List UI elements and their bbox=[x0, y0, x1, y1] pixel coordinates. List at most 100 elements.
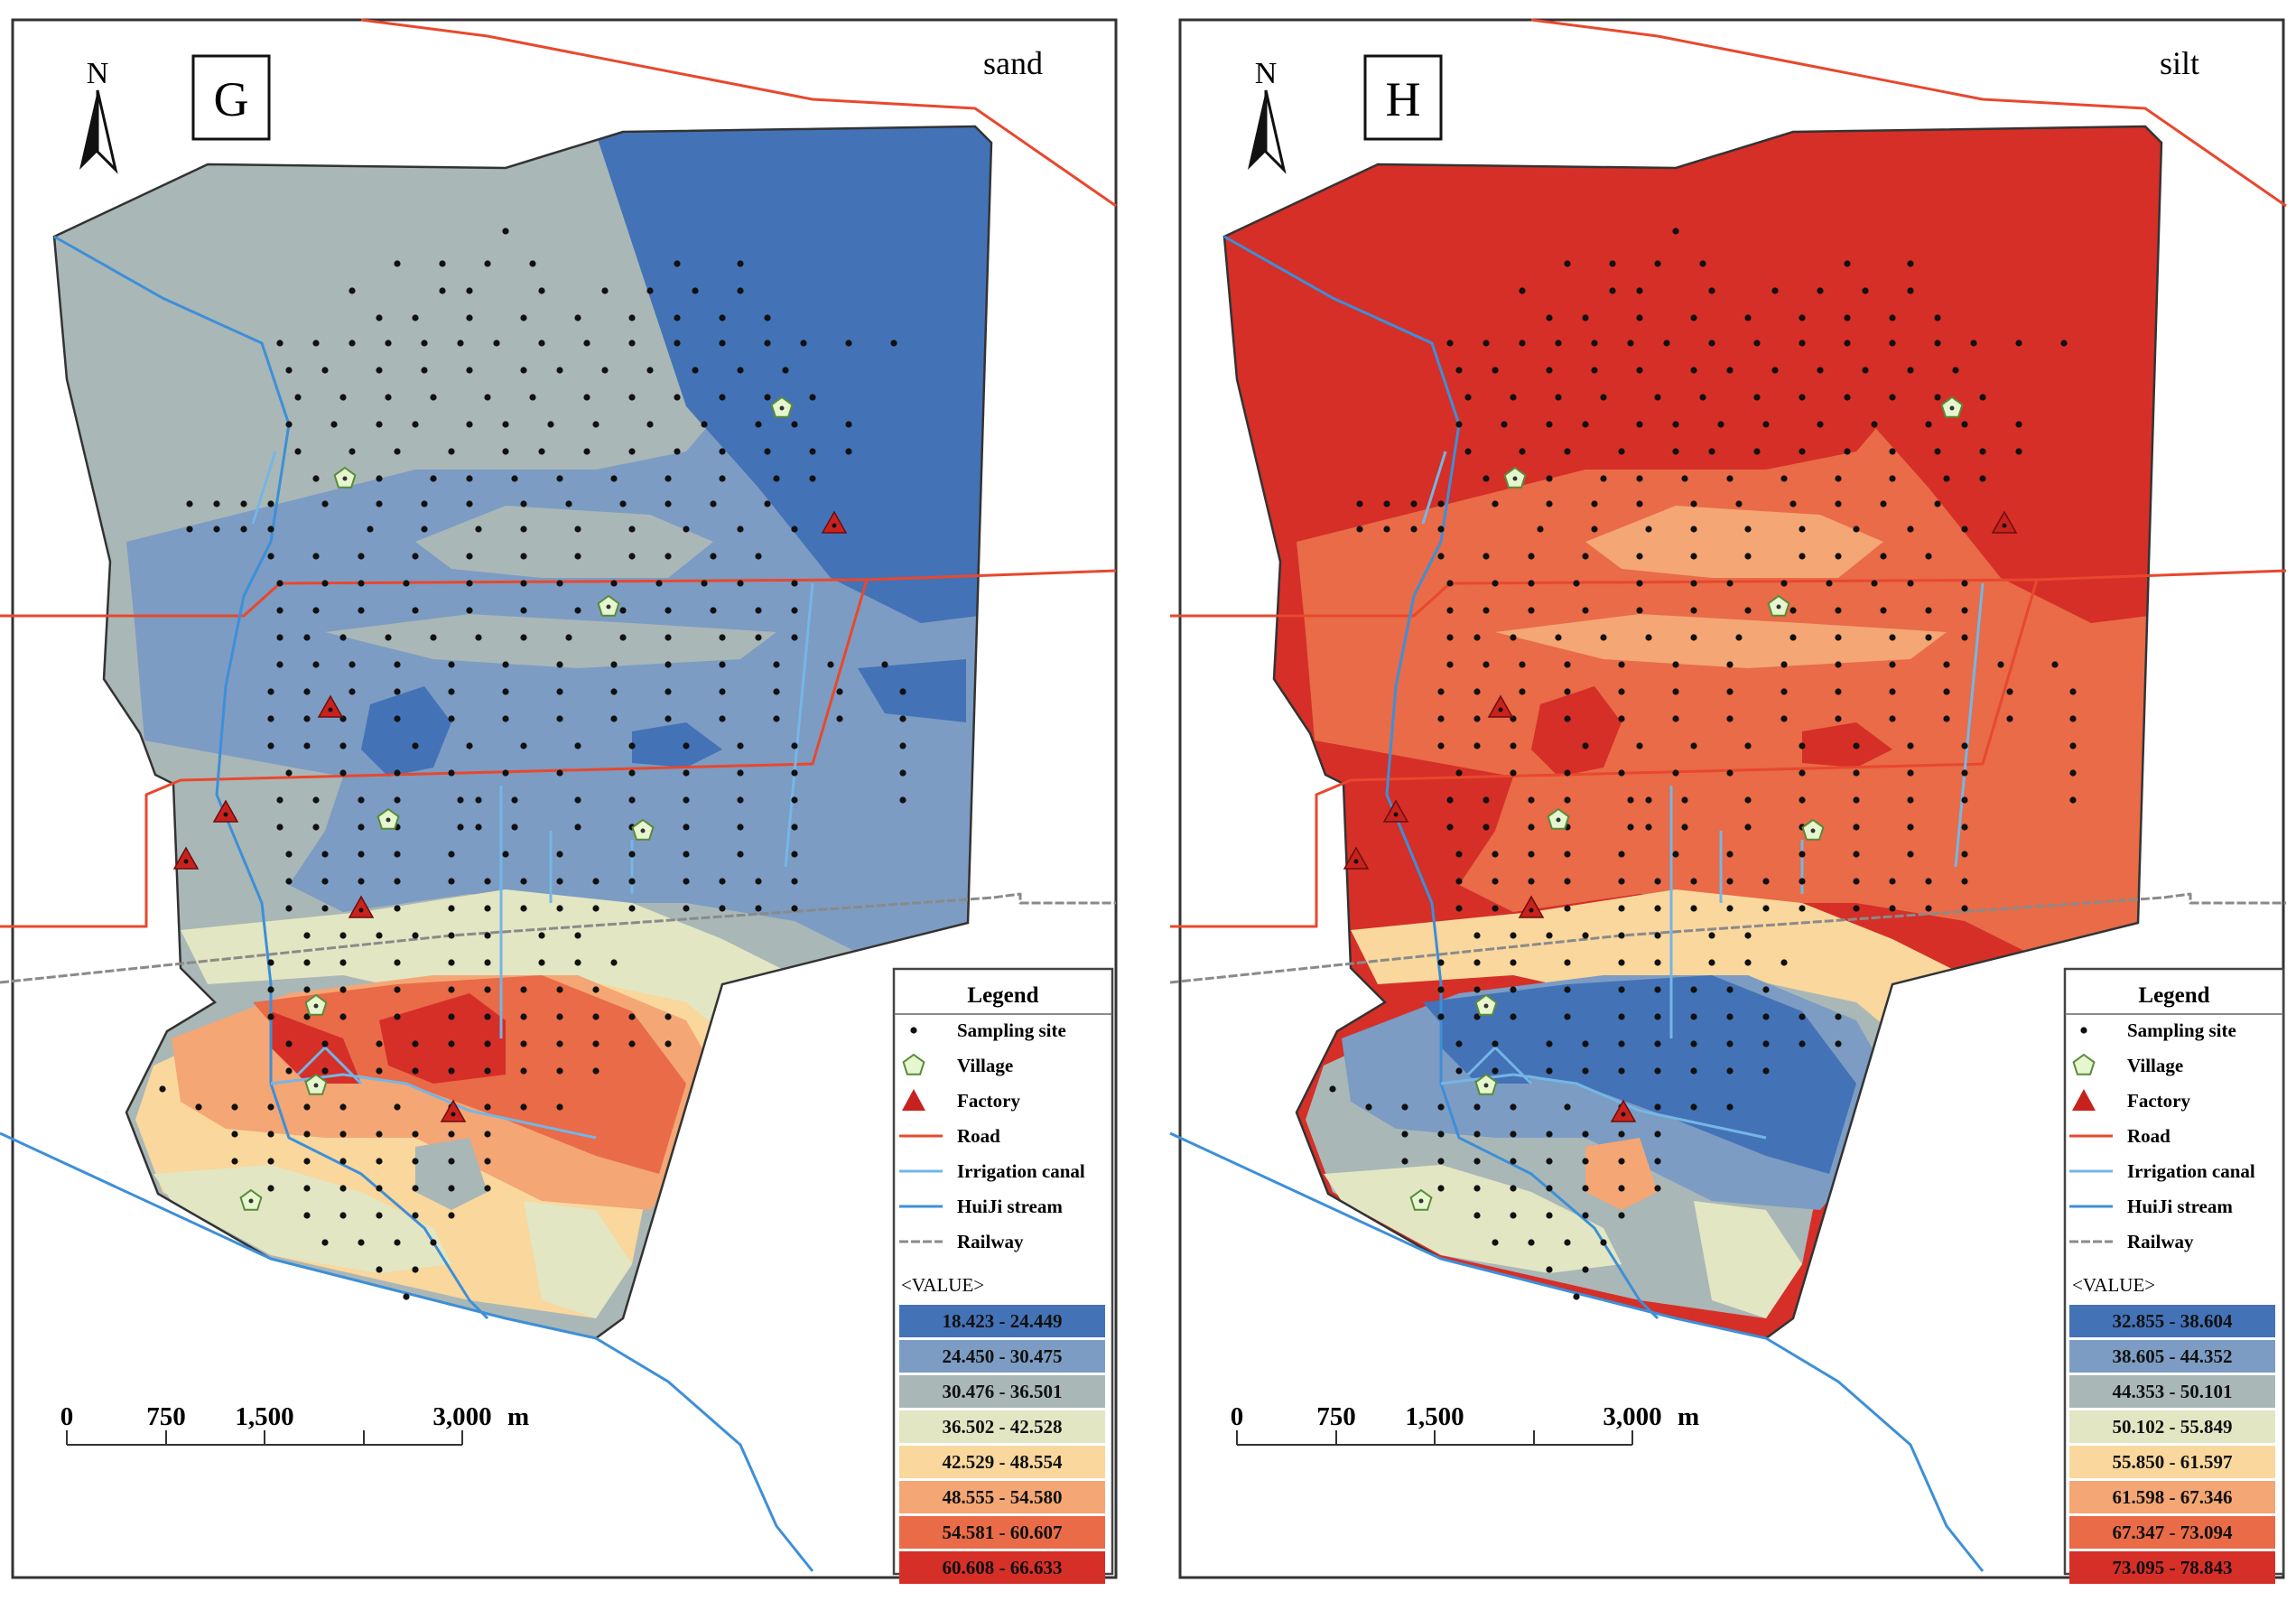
sampling-site-marker bbox=[394, 905, 401, 912]
scale-label: 0 bbox=[60, 1402, 74, 1431]
sampling-site-marker bbox=[665, 661, 672, 668]
sampling-site-marker bbox=[1744, 526, 1752, 533]
sampling-site-marker bbox=[1645, 634, 1652, 641]
sampling-site-marker bbox=[1726, 367, 1734, 374]
sampling-site-marker bbox=[1844, 448, 1851, 455]
sampling-site-marker bbox=[321, 1067, 329, 1075]
sampling-site-marker bbox=[466, 607, 473, 614]
sampling-site-marker bbox=[1690, 878, 1697, 885]
sampling-site-marker bbox=[267, 500, 274, 507]
sampling-site-marker bbox=[349, 661, 356, 668]
sampling-site-marker bbox=[339, 1131, 347, 1138]
sampling-site-marker bbox=[773, 715, 780, 722]
sampling-site-marker bbox=[1618, 1131, 1625, 1138]
sampling-site-marker bbox=[1582, 1212, 1589, 1219]
legend-class-swatch bbox=[899, 1375, 1105, 1408]
sampling-site-marker bbox=[1446, 634, 1454, 641]
sampling-site-marker bbox=[628, 905, 636, 912]
sampling-site-marker bbox=[2069, 796, 2077, 804]
sampling-site-marker bbox=[1636, 314, 1643, 321]
factory-marker-center bbox=[223, 812, 228, 817]
panel-g-scale-bar: 0 750 1,500 3,000 m bbox=[60, 1402, 529, 1446]
interpolation-zone-class-8 bbox=[271, 1011, 361, 1084]
panel-g-study-area-boundary bbox=[52, 125, 993, 1340]
sampling-site-marker bbox=[1735, 500, 1743, 507]
sampling-site-marker bbox=[1690, 580, 1697, 587]
sampling-site-marker bbox=[791, 634, 798, 641]
sampling-site-marker bbox=[412, 421, 419, 428]
sampling-site-marker bbox=[276, 340, 284, 347]
sampling-site-marker bbox=[1455, 421, 1463, 428]
sampling-site-marker bbox=[520, 878, 527, 885]
sampling-site-marker bbox=[502, 715, 509, 722]
sampling-site-marker bbox=[1654, 932, 1661, 939]
sampling-site-marker bbox=[267, 959, 274, 966]
sampling-site-marker bbox=[376, 1266, 383, 1273]
sampling-site-marker bbox=[484, 1103, 491, 1111]
sampling-site-marker bbox=[1483, 475, 1490, 482]
sampling-site-marker bbox=[1672, 661, 1679, 668]
sampling-site-marker bbox=[412, 742, 419, 749]
sampling-site-marker bbox=[1817, 287, 1824, 294]
sampling-site-marker bbox=[1519, 448, 1526, 455]
sampling-site-marker bbox=[394, 688, 401, 695]
sampling-site-marker bbox=[1853, 824, 1860, 831]
sampling-site-marker bbox=[1789, 634, 1797, 641]
sampling-site-marker bbox=[556, 769, 563, 777]
sampling-site-marker bbox=[394, 260, 401, 267]
legend-class-label: 54.581 - 60.607 bbox=[943, 1522, 1063, 1543]
sampling-site-marker bbox=[592, 421, 600, 428]
legend-item-label: HuiJi stream bbox=[957, 1196, 1063, 1217]
sampling-site-marker bbox=[484, 1067, 491, 1075]
sampling-site-marker bbox=[1492, 580, 1499, 587]
sampling-site-marker bbox=[1618, 932, 1625, 939]
sampling-site-marker bbox=[312, 607, 320, 614]
sampling-site-marker bbox=[231, 1158, 238, 1165]
sampling-site-marker bbox=[385, 394, 392, 401]
sampling-site-marker bbox=[845, 448, 852, 455]
sampling-site-marker bbox=[267, 986, 274, 993]
sampling-site-marker bbox=[394, 986, 401, 993]
village-icon bbox=[902, 1053, 925, 1075]
sampling-site-marker bbox=[782, 367, 789, 374]
sampling-site-marker bbox=[1546, 1185, 1553, 1192]
sampling-site-marker bbox=[791, 878, 798, 885]
sampling-site-marker bbox=[502, 688, 509, 695]
sampling-site-marker bbox=[1862, 287, 1869, 294]
sampling-site-marker bbox=[556, 878, 563, 885]
sampling-site-marker bbox=[1618, 448, 1625, 455]
sampling-site-marker bbox=[1600, 394, 1607, 401]
sampling-site-marker bbox=[719, 634, 726, 641]
sampling-site-marker bbox=[1817, 367, 1824, 374]
sampling-site-marker bbox=[285, 851, 293, 858]
factory-marker-center bbox=[832, 523, 837, 528]
sampling-site-marker bbox=[1492, 878, 1499, 885]
sampling-site-marker bbox=[683, 526, 690, 533]
sampling-site-marker bbox=[791, 580, 798, 587]
sampling-site-marker bbox=[1464, 448, 1472, 455]
sampling-site-marker bbox=[556, 1013, 563, 1020]
factory-marker bbox=[1610, 1099, 1637, 1122]
sampling-site-marker bbox=[1654, 1185, 1661, 1192]
sampling-site-marker bbox=[1961, 905, 1968, 912]
sampling-site-marker bbox=[520, 367, 527, 374]
sampling-site-marker bbox=[538, 340, 545, 347]
sampling-site-marker bbox=[448, 1185, 455, 1192]
sampling-site-marker bbox=[1618, 878, 1625, 885]
sampling-site-marker bbox=[1564, 905, 1571, 912]
sampling-site-marker bbox=[1690, 526, 1697, 533]
sampling-site-marker bbox=[574, 607, 581, 614]
sampling-site-marker bbox=[1889, 314, 1896, 321]
sampling-site-marker bbox=[312, 796, 320, 804]
sampling-site-marker bbox=[484, 878, 491, 885]
sampling-site-marker bbox=[358, 878, 365, 885]
sampling-site-marker bbox=[267, 1103, 274, 1111]
sampling-site-marker bbox=[1889, 448, 1896, 455]
sampling-site-marker bbox=[1627, 796, 1634, 804]
legend-item-line-canal: Irrigation canal bbox=[2069, 1160, 2255, 1182]
sampling-site-marker bbox=[303, 688, 311, 695]
sampling-site-marker bbox=[1934, 448, 1941, 455]
sampling-site-marker bbox=[1654, 260, 1661, 267]
sampling-site-marker bbox=[1744, 932, 1752, 939]
sampling-site-marker bbox=[312, 553, 320, 560]
